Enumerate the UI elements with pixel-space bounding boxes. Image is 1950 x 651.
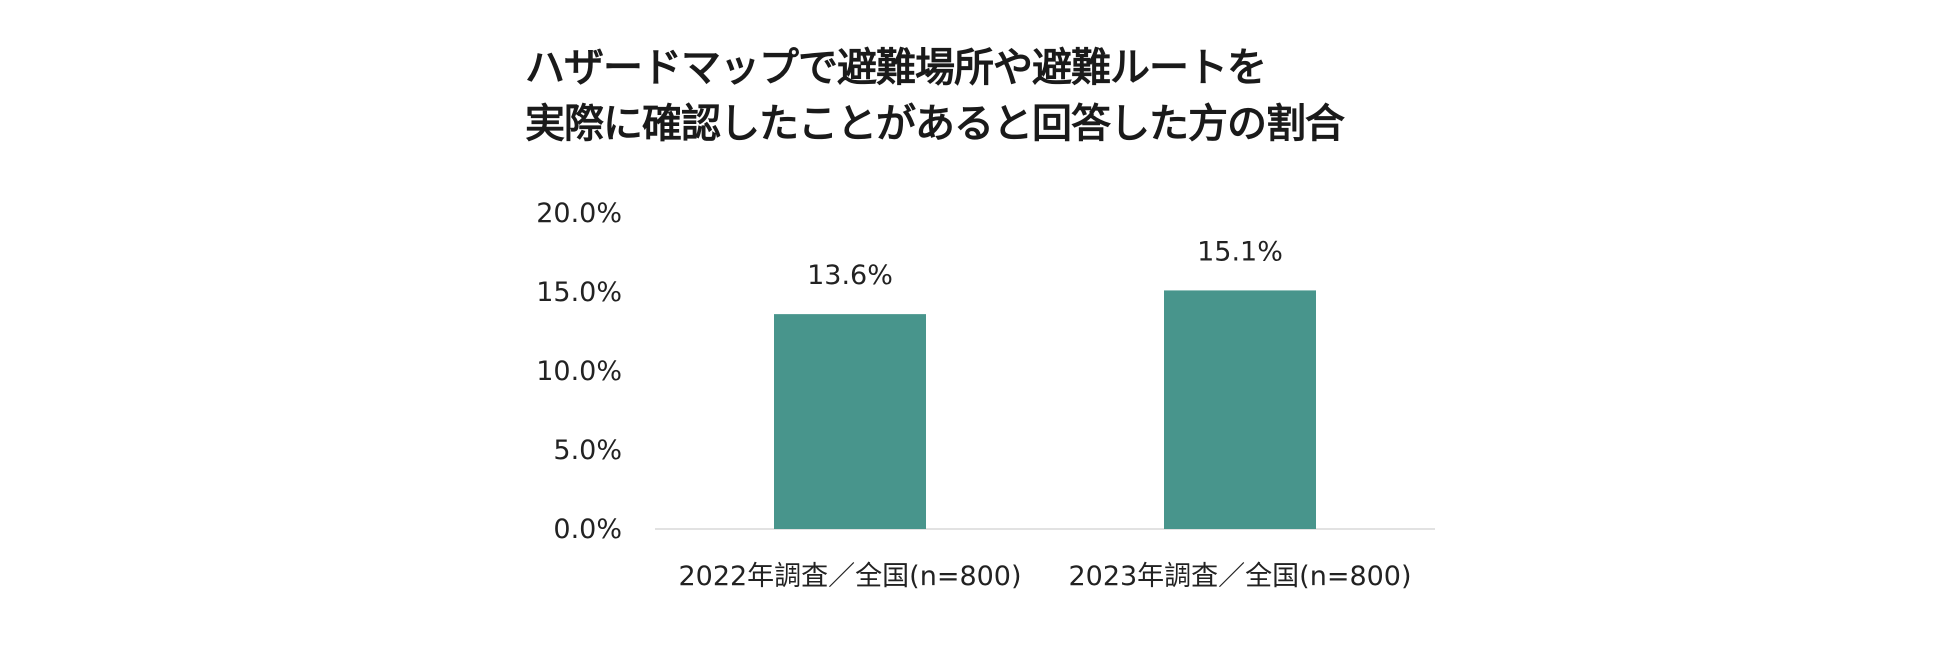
- bar-2: [1164, 290, 1316, 529]
- data-label-2: 15.1%: [1197, 236, 1283, 267]
- y-tick-label: 0.0%: [553, 514, 622, 545]
- y-tick-label: 15.0%: [536, 277, 622, 308]
- y-tick-label: 5.0%: [553, 435, 622, 466]
- chart-title: ハザードマップで避難場所や避難ルートを 実際に確認したことがあると回答した方の割…: [525, 40, 1345, 152]
- category-label-2: 2023年調査／全国(n=800): [1068, 561, 1411, 592]
- data-label-1: 13.6%: [807, 260, 893, 291]
- data-labels: 13.6% 15.1%: [807, 236, 1283, 291]
- category-label-1: 2022年調査／全国(n=800): [678, 561, 1021, 592]
- y-axis-tick-labels: 0.0% 5.0% 10.0% 15.0% 20.0%: [536, 198, 622, 545]
- y-tick-label: 10.0%: [536, 356, 622, 387]
- chart-title-line-1: ハザードマップで避難場所や避難ルートを: [525, 45, 1267, 91]
- x-axis-category-labels: 2022年調査／全国(n=800) 2023年調査／全国(n=800): [678, 561, 1411, 592]
- bars: [774, 290, 1316, 529]
- y-tick-label: 20.0%: [536, 198, 622, 229]
- chart-title-line-2: 実際に確認したことがあると回答した方の割合: [525, 101, 1345, 147]
- bar-1: [774, 314, 926, 529]
